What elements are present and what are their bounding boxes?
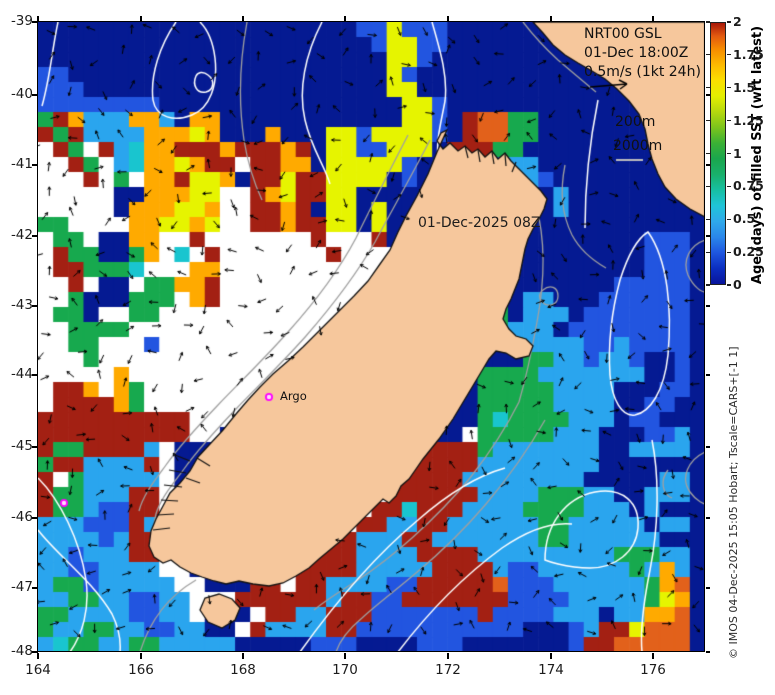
x-axis-tick — [550, 652, 552, 659]
colorbar-tick-left — [705, 251, 710, 253]
y-axis-tick — [31, 446, 38, 448]
y-axis-tick — [31, 374, 38, 376]
y-axis-tick-right — [705, 94, 710, 96]
colorbar-tick — [727, 251, 731, 253]
x-axis-tick-top — [242, 15, 244, 22]
x-axis-tick — [344, 652, 346, 659]
y-axis-tick-right — [705, 305, 710, 307]
x-axis-tick-top — [447, 15, 449, 22]
y-axis-label: -45 — [10, 438, 33, 454]
x-axis-label: 164 — [25, 662, 51, 678]
y-axis-tick — [31, 235, 38, 237]
y-axis-tick — [31, 587, 38, 589]
y-axis-label: -42 — [10, 227, 33, 243]
colorbar-tick — [727, 87, 731, 89]
colorbar — [710, 22, 726, 285]
x-axis-tick — [447, 652, 449, 659]
colorbar-tick-label: 1.75 — [733, 46, 764, 62]
colorbar-tick — [727, 284, 731, 286]
colorbar-tick-left — [705, 87, 710, 89]
x-axis-tick — [242, 652, 244, 659]
bathy-200m-label: 200m — [615, 114, 656, 130]
y-axis-tick — [31, 517, 38, 519]
legend-datetime: 01-Dec 18:00Z — [584, 45, 689, 61]
x-axis-label: 170 — [332, 662, 358, 678]
y-axis-label: -43 — [10, 297, 33, 313]
y-axis-label: -44 — [10, 366, 33, 382]
x-axis-tick — [37, 652, 39, 659]
x-axis-label: 168 — [230, 662, 256, 678]
y-axis-label: -39 — [10, 13, 33, 29]
y-axis-tick — [31, 305, 38, 307]
colorbar-tick-left — [705, 284, 710, 286]
colorbar-tick-left — [705, 120, 710, 122]
y-axis-tick-right — [705, 651, 710, 653]
colorbar-tick-label: 0 — [733, 277, 742, 292]
date-annotation: 01-Dec-2025 08Z — [418, 215, 541, 231]
colorbar-tick — [727, 185, 731, 187]
colorbar-tick-label: 1.25 — [733, 112, 764, 128]
colorbar-tick-left — [705, 21, 710, 23]
y-axis-tick-right — [705, 164, 710, 166]
bathy-2000m-label: 2000m — [613, 138, 663, 154]
colorbar-tick-label: 2 — [733, 14, 742, 29]
y-axis-tick-right — [705, 235, 710, 237]
x-axis-tick-top — [652, 15, 654, 22]
colorbar-tick — [727, 218, 731, 220]
x-axis-label: 174 — [538, 662, 564, 678]
colorbar-tick-label: 0.75 — [733, 178, 764, 194]
y-axis-label: -47 — [10, 579, 33, 595]
x-axis-label: 176 — [640, 662, 666, 678]
x-axis-label: 166 — [128, 662, 154, 678]
legend-block: NRT00 GSL 01-Dec 18:00Z 0.5m/s (1kt 24h) — [584, 25, 701, 82]
x-axis-tick-top — [37, 15, 39, 22]
y-axis-tick-right — [705, 517, 710, 519]
colorbar-tick — [727, 152, 731, 155]
y-axis-label: -48 — [10, 643, 33, 659]
y-axis-tick — [31, 21, 38, 23]
x-axis-tick-top — [344, 15, 346, 22]
y-axis-tick-right — [705, 446, 710, 448]
colorbar-tick-left — [705, 185, 710, 187]
colorbar-tick-left — [705, 218, 710, 220]
colorbar-tick — [727, 54, 731, 56]
x-axis-tick-top — [550, 15, 552, 22]
colorbar-tick-label: 1.5 — [733, 79, 756, 95]
colorbar-tick-label: 0.25 — [733, 244, 764, 260]
legend-run-id: NRT00 GSL — [584, 26, 662, 42]
y-axis-label: -40 — [10, 86, 33, 102]
y-axis-tick-right — [705, 587, 710, 589]
y-axis-tick — [31, 94, 38, 96]
map-canvas — [38, 22, 705, 652]
y-axis-label: -41 — [10, 156, 33, 172]
y-axis-tick-right — [705, 374, 710, 376]
copyright-text: © IMOS 04-Dec-2025 15:05 Hobart; Tscale=… — [727, 346, 740, 659]
x-axis-label: 172 — [435, 662, 461, 678]
colorbar-tick — [727, 120, 731, 122]
y-axis-label: -46 — [10, 509, 33, 525]
argo-marker-label: Argo — [280, 389, 307, 403]
colorbar-tick-left — [705, 152, 710, 155]
y-axis-tick — [31, 164, 38, 166]
colorbar-tick-label: 1 — [733, 145, 742, 161]
y-axis-tick — [31, 651, 38, 653]
x-axis-tick — [140, 652, 142, 659]
colorbar-tick — [727, 21, 731, 23]
colorbar-tick-left — [705, 54, 710, 56]
colorbar-tick-label: 0.5 — [733, 211, 756, 227]
x-axis-tick — [652, 652, 654, 659]
legend-vector-scale: 0.5m/s (1kt 24h) — [584, 64, 701, 80]
x-axis-tick-top — [140, 15, 142, 22]
